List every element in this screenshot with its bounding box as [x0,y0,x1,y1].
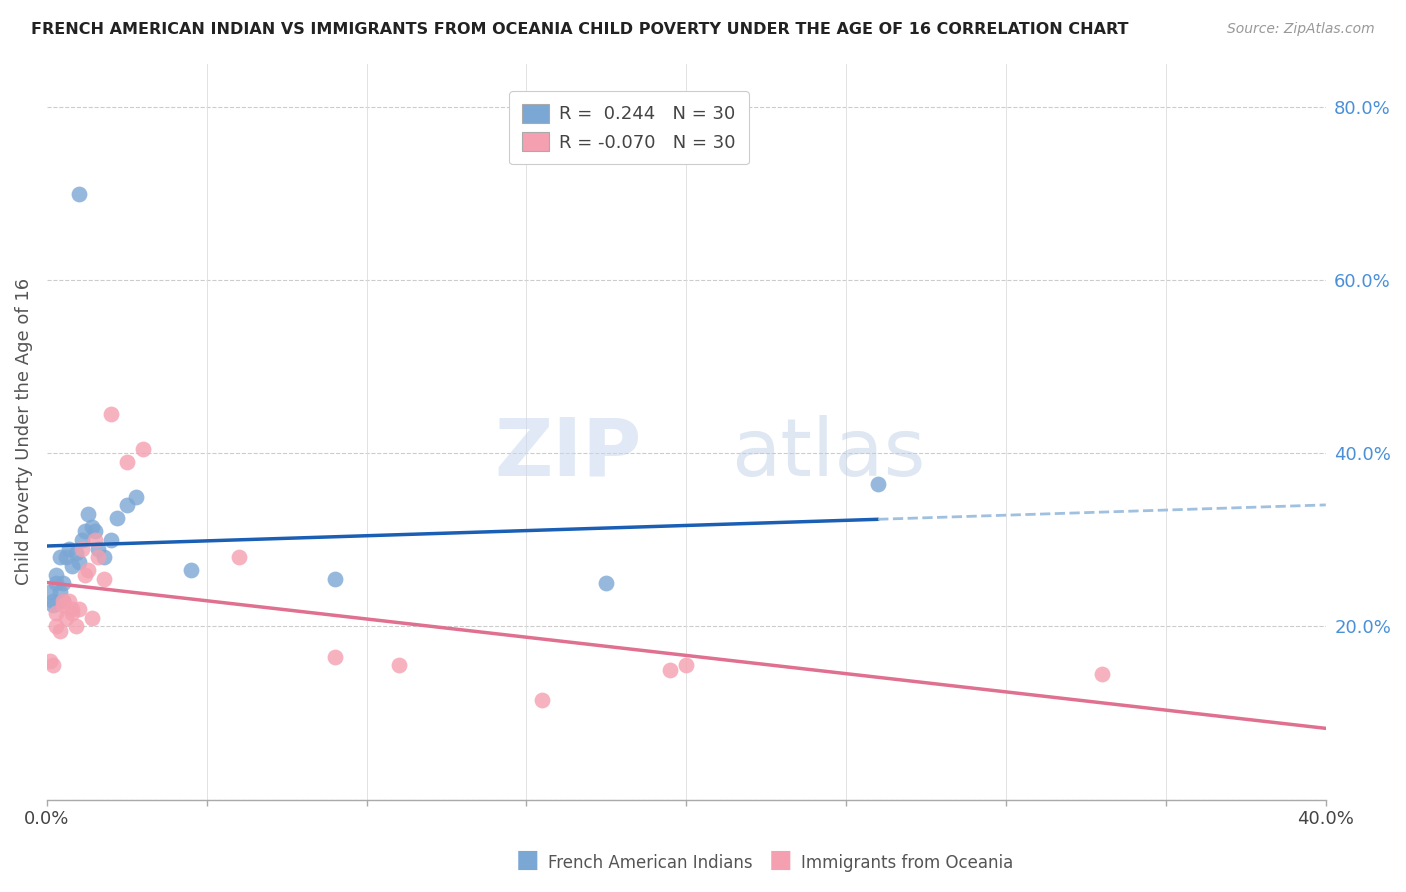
Point [87,550,110,565]
Point [52,593,75,607]
Point [80,520,103,534]
Point [65,546,87,560]
Point [323,649,346,664]
Point [65,619,87,633]
Point [45,607,67,621]
Point [83,533,105,547]
Point [659,663,682,677]
Point [39,585,62,599]
Point [48,624,70,638]
Text: Immigrants from Oceania: Immigrants from Oceania [801,855,1014,872]
Point [45,576,67,591]
Text: ■: ■ [516,848,538,872]
Point [93,550,115,565]
Legend: R =  0.244   N = 30, R = -0.070   N = 30: R = 0.244 N = 30, R = -0.070 N = 30 [509,92,748,164]
Point [52,576,75,591]
Point [48,550,70,565]
Point [55,611,77,625]
Point [67,602,90,616]
Text: Source: ZipAtlas.com: Source: ZipAtlas.com [1227,22,1375,37]
Point [62,602,84,616]
Point [868,476,890,491]
Point [77,507,100,521]
Point [323,572,346,586]
Point [67,186,90,201]
Text: ZIP: ZIP [495,415,641,493]
Point [180,563,202,577]
Point [77,563,100,577]
Point [228,550,250,565]
Point [115,499,138,513]
Point [62,607,84,621]
Point [58,541,80,556]
Point [42,598,65,612]
Point [42,593,65,607]
Point [1091,667,1114,681]
Point [52,593,75,607]
Point [83,524,105,539]
Point [595,576,617,591]
Point [100,408,122,422]
Point [80,611,103,625]
Point [45,567,67,582]
Point [132,442,155,456]
Point [70,541,93,556]
Point [531,693,554,707]
Point [87,541,110,556]
Point [105,511,128,525]
Point [75,524,97,539]
Point [675,658,697,673]
Point [100,533,122,547]
Point [115,455,138,469]
Point [58,593,80,607]
Point [52,598,75,612]
Point [387,658,409,673]
Point [42,658,65,673]
Point [55,550,77,565]
Point [70,533,93,547]
Text: ■: ■ [769,848,792,872]
Text: FRENCH AMERICAN INDIAN VS IMMIGRANTS FROM OCEANIA CHILD POVERTY UNDER THE AGE OF: FRENCH AMERICAN INDIAN VS IMMIGRANTS FRO… [31,22,1129,37]
Point [39,654,62,668]
Point [45,619,67,633]
Text: atlas: atlas [731,415,925,493]
Point [93,572,115,586]
Point [62,558,84,573]
Point [48,585,70,599]
Y-axis label: Child Poverty Under the Age of 16: Child Poverty Under the Age of 16 [15,278,32,585]
Point [67,555,90,569]
Point [75,567,97,582]
Point [125,490,148,504]
Text: French American Indians: French American Indians [548,855,754,872]
